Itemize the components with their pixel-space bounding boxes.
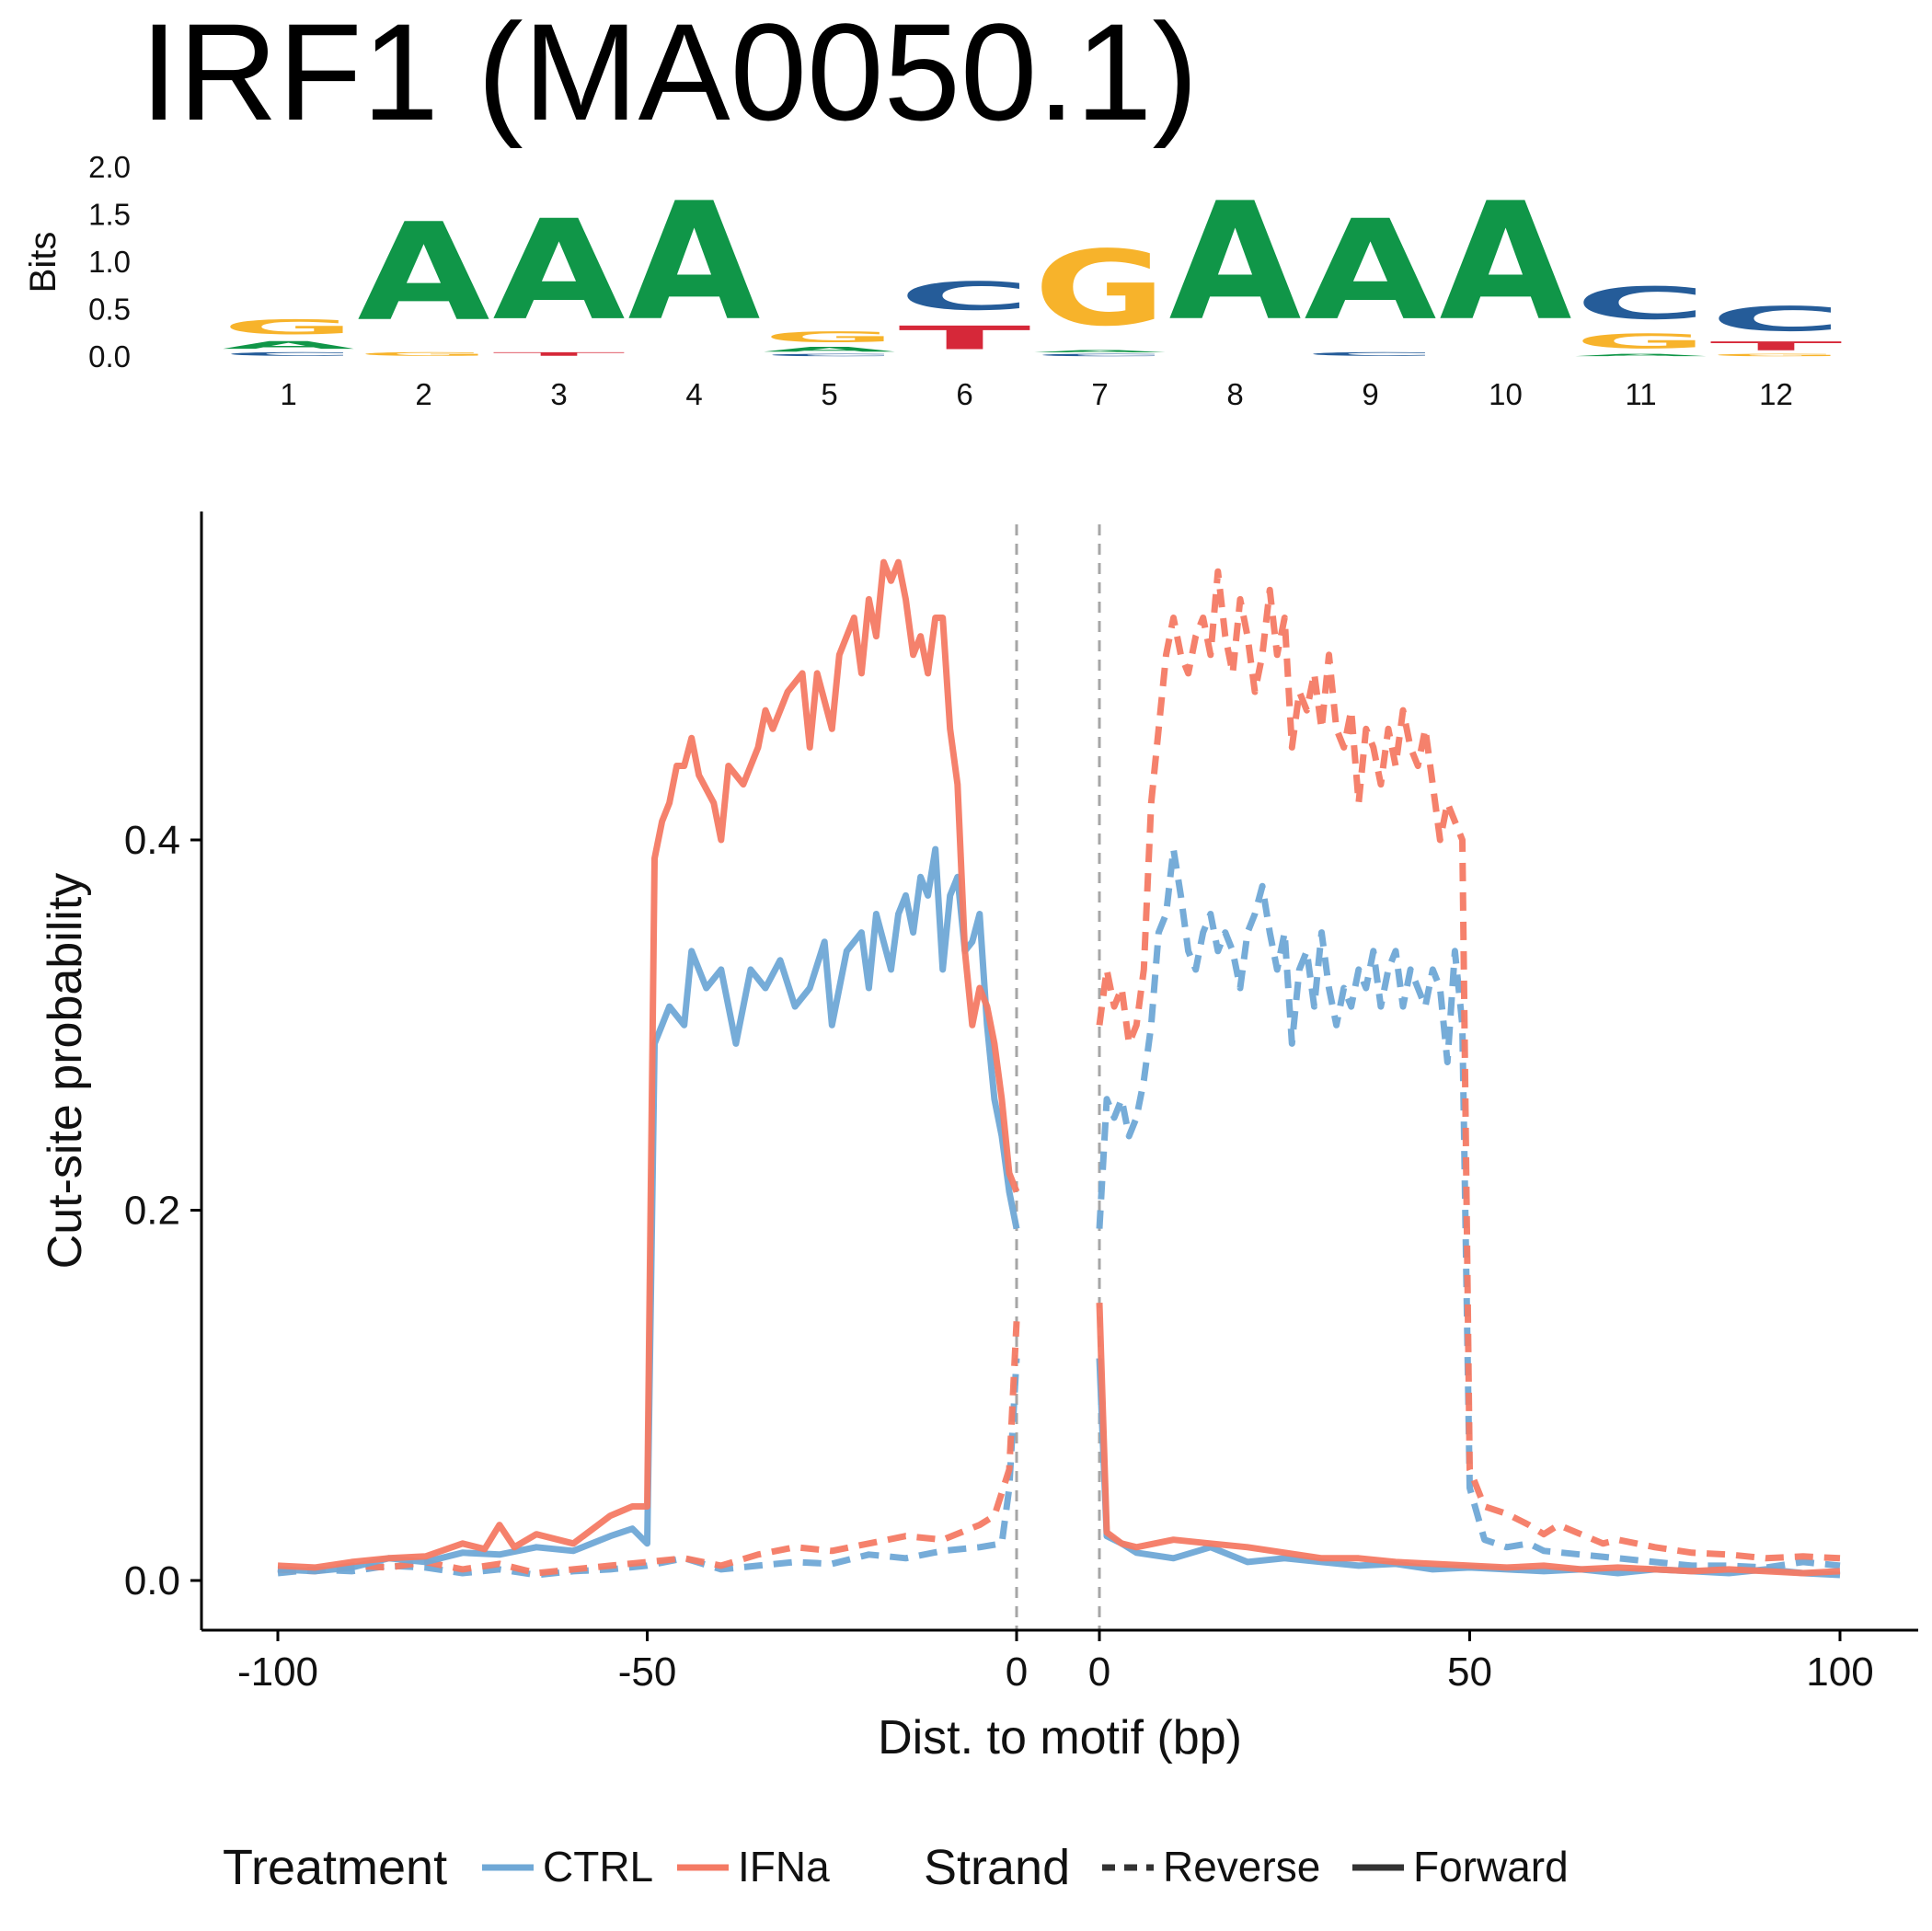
logo-position-label: 5 — [821, 377, 837, 411]
logo-position-label: 12 — [1759, 377, 1793, 411]
legend: Treatment CTRL IFNa Strand Reverse Forwa… — [223, 1840, 1569, 1895]
logo-letter-a: A — [1575, 353, 1708, 357]
logo-letter-g: G — [764, 328, 896, 345]
series-line-ifna-forward-right — [1096, 1302, 1841, 1577]
logo-position-label: 7 — [1091, 377, 1108, 411]
x-tick-label: 0 — [1006, 1649, 1028, 1695]
logo-x-ticks: 1 2 3 4 5 6 7 8 9 10 11 12 — [280, 377, 1793, 411]
legend-strand-title: Strand — [924, 1840, 1070, 1895]
logo-letter-g: G — [223, 316, 355, 339]
logo-y-tick-label: 0.5 — [88, 293, 131, 327]
x-tick-label: 50 — [1447, 1649, 1492, 1695]
logo-letter-c: C — [1575, 277, 1708, 329]
figure-title: IRF1 (MA0050.1) — [140, 0, 1198, 149]
logo-letter-a: A — [764, 346, 896, 353]
logo-letter-c: C — [764, 353, 896, 357]
logo-letter-c: C — [223, 351, 355, 357]
y-axis-title: Cut-site probability — [39, 873, 92, 1270]
logo-position-label: 8 — [1226, 377, 1243, 411]
x-tick-label: 0 — [1088, 1649, 1110, 1695]
logo-letter-t: T — [899, 319, 1031, 357]
logo-letter-c: C — [1710, 300, 1843, 339]
y-ticks: 0.0 0.2 0.4 — [124, 818, 201, 1603]
logo-position-label: 4 — [685, 377, 702, 411]
legend-treatment-title: Treatment — [223, 1840, 447, 1895]
logo-position-label: 3 — [550, 377, 567, 411]
series-line-ifna-reverse-right — [1096, 568, 1841, 1562]
legend-label-reverse: Reverse — [1163, 1843, 1320, 1891]
logo-position-label: 2 — [415, 377, 431, 411]
logo-y-tick-label: 0.0 — [88, 339, 131, 374]
x-axis-title: Dist. to motif (bp) — [878, 1711, 1242, 1764]
series-line-ctrl-forward-left — [277, 845, 1020, 1575]
logo-letter-a: A — [493, 190, 626, 351]
logo-letter-g: G — [1575, 329, 1708, 353]
logo-letter-g: G — [358, 351, 490, 357]
logo-position-label: 1 — [280, 377, 296, 411]
series-lines — [277, 558, 1841, 1579]
logo-letter-g: G — [1034, 228, 1167, 349]
y-tick-label: 0.0 — [124, 1558, 180, 1603]
logo-letter-a: A — [223, 339, 355, 351]
legend-label-forward: Forward — [1413, 1843, 1569, 1891]
logo-letter-c: C — [1034, 353, 1167, 357]
logo-position-label: 6 — [956, 377, 972, 411]
y-tick-label: 0.4 — [124, 818, 180, 863]
logo-y-tick-label: 2.0 — [88, 150, 131, 184]
x-tick-label: 100 — [1806, 1649, 1873, 1695]
legend-label-ctrl: CTRL — [543, 1843, 653, 1891]
logo-letter-c: C — [899, 274, 1031, 319]
logo-letter-a: A — [358, 195, 490, 351]
x-tick-label: -100 — [237, 1649, 318, 1695]
logo-position-label: 11 — [1625, 377, 1656, 411]
logo-position-label: 10 — [1489, 377, 1523, 411]
logo-y-tick-label: 1.0 — [88, 245, 131, 279]
x-tick-label: -50 — [618, 1649, 677, 1695]
series-line-ctrl-reverse-right — [1096, 845, 1841, 1571]
y-tick-label: 0.2 — [124, 1189, 180, 1234]
logo-position-label: 9 — [1362, 377, 1378, 411]
logo-letter-a: A — [1305, 190, 1437, 351]
motif-boundary-lines — [1015, 524, 1101, 1630]
x-ticks: -100 -50 0 0 50 100 — [237, 1630, 1874, 1695]
logo-y-ticks: 0.0 0.5 1.0 1.5 2.0 — [88, 150, 131, 374]
legend-label-ifna: IFNa — [738, 1843, 830, 1891]
logo-letter-a: A — [1034, 350, 1167, 353]
series-line-ifna-forward-left — [277, 558, 1020, 1571]
logo-letter-a: A — [1440, 167, 1572, 356]
logo-letter-a: A — [628, 167, 761, 356]
series-line-ifna-reverse-left — [277, 1321, 1020, 1577]
logo-letter-a: A — [1169, 167, 1302, 356]
profile-plot: 0.0 0.2 0.4 -100 -50 0 0 50 100 Cut-site probab… — [39, 511, 1918, 1764]
logo-letter-g: G — [1710, 353, 1843, 357]
logo-y-tick-label: 1.5 — [88, 198, 131, 232]
logo-y-axis-title: Bits — [23, 232, 63, 293]
logo-letter-c: C — [1305, 351, 1437, 357]
logo-letter-t: T — [1710, 339, 1843, 353]
logo-letter-t: T — [493, 351, 626, 357]
